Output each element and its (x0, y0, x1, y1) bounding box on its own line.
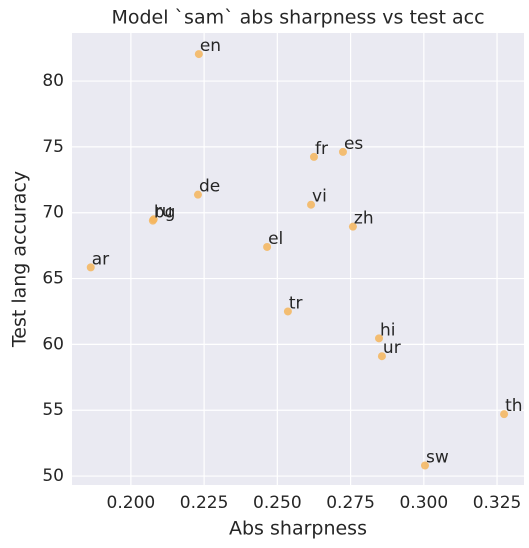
chart-title: Model `sam` abs sharpness vs test acc (111, 7, 484, 29)
x-axis-label: Abs sharpness (229, 518, 367, 540)
y-tick-label: 70 (42, 203, 64, 223)
point (420, 461, 429, 470)
point (377, 352, 386, 361)
point-label: ru (155, 201, 173, 221)
y-tick-label: 60 (42, 334, 64, 354)
point-label: ur (383, 338, 401, 358)
point-label: de (199, 177, 220, 197)
y-tick-label: 80 (42, 71, 64, 91)
point-label: sw (426, 448, 449, 468)
x-tick-label: 0.300 (399, 493, 448, 513)
point (193, 190, 202, 199)
point-label: en (200, 36, 221, 56)
y-tick-label: 55 (42, 400, 64, 420)
x-tick-label: 0.250 (253, 493, 302, 513)
point-label: th (505, 396, 522, 416)
point (374, 334, 383, 343)
point (194, 50, 203, 59)
point (148, 216, 157, 225)
point-label: es (344, 134, 363, 154)
point (307, 200, 316, 209)
x-tick-label: 0.200 (107, 493, 156, 513)
point-label: tr (289, 293, 303, 313)
x-tick-label: 0.225 (180, 493, 229, 513)
point (309, 152, 318, 161)
y-axis-label: Test lang accuracy (9, 171, 31, 348)
point-label: fr (315, 139, 328, 159)
point (338, 147, 347, 156)
x-tick-label: 0.275 (326, 493, 375, 513)
y-tick-label: 75 (42, 137, 64, 157)
point (348, 222, 357, 231)
point-label: bg (154, 203, 176, 223)
point-label: el (268, 229, 283, 249)
x-tick-label: 0.325 (473, 493, 522, 513)
y-tick-label: 65 (42, 269, 64, 289)
point-label: zh (354, 209, 374, 229)
y-tick-label: 50 (42, 466, 64, 486)
point-label: ar (92, 249, 109, 269)
point (263, 242, 272, 251)
plot-area (72, 33, 524, 485)
point-label: vi (312, 187, 327, 207)
point (283, 307, 292, 316)
point (500, 410, 509, 419)
point (86, 263, 95, 272)
point-label: hi (380, 320, 396, 340)
